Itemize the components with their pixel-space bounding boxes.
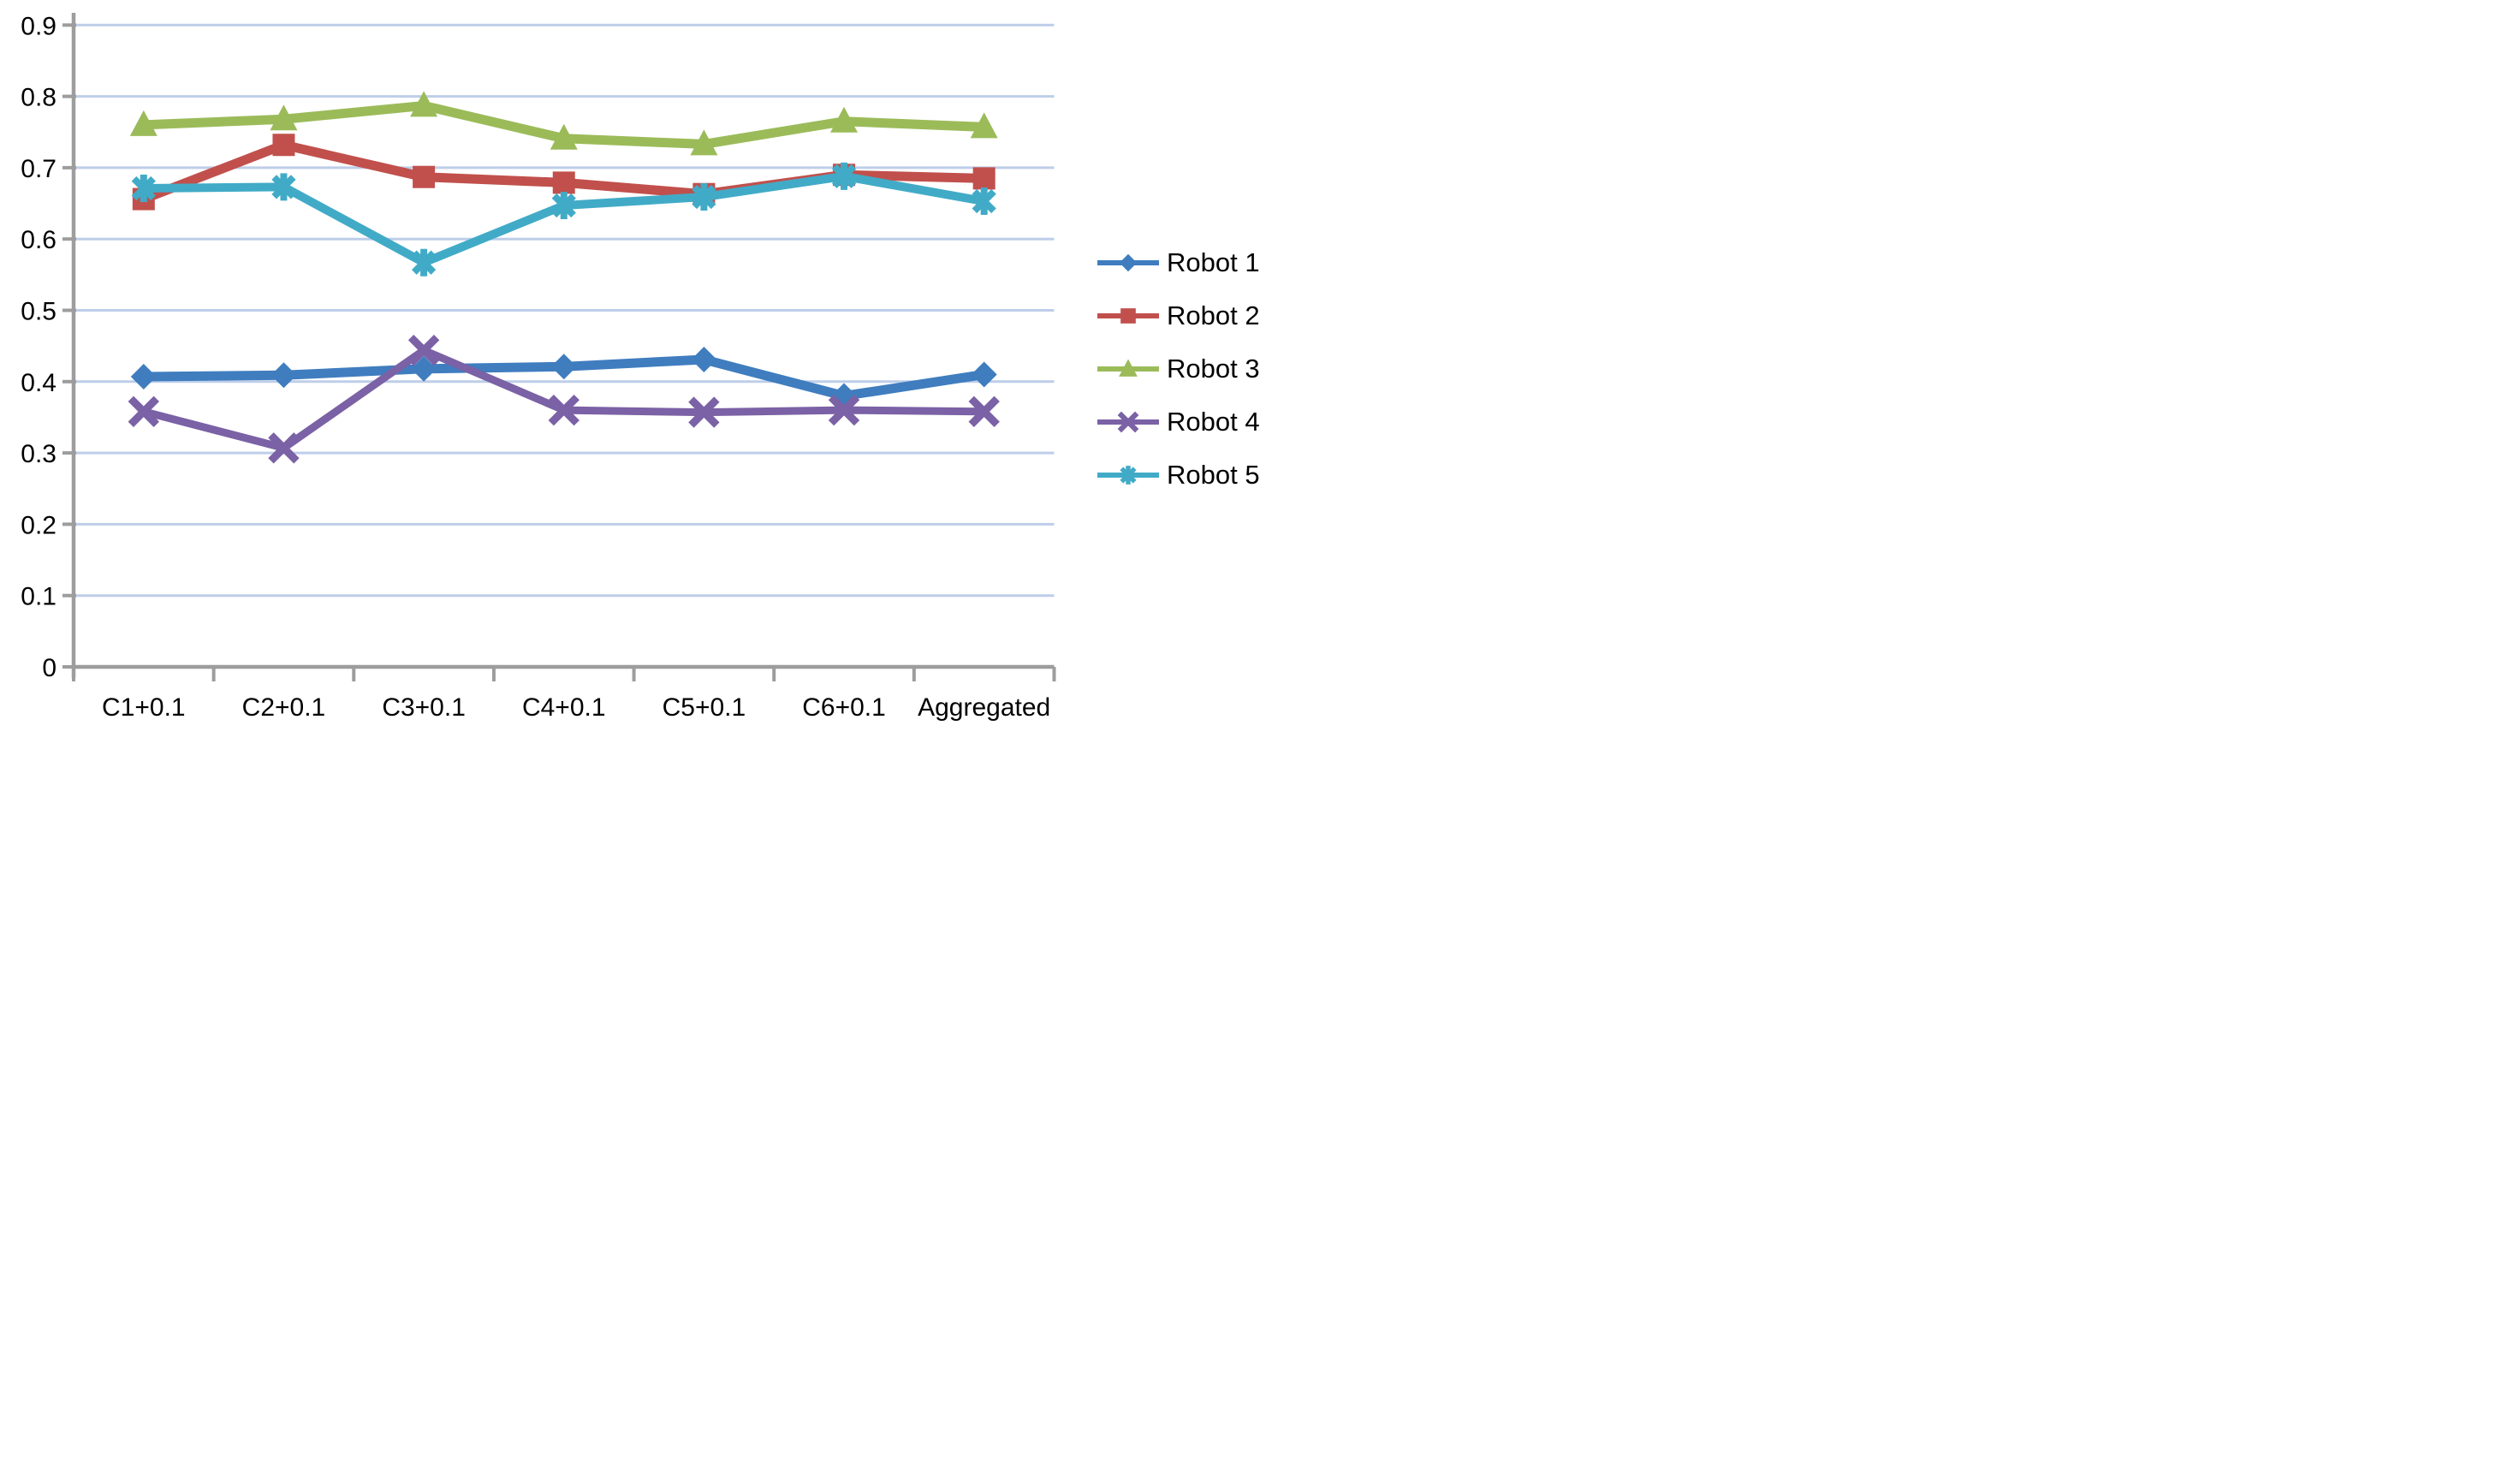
series-robot-1	[130, 346, 997, 409]
y-tick-label: 0.3	[21, 440, 56, 468]
marker-asterisk	[551, 193, 576, 218]
x-category-label: C2+0.1	[242, 693, 326, 722]
axes	[62, 13, 1056, 681]
marker-square	[413, 165, 436, 188]
y-tick-label: 0.8	[21, 84, 56, 112]
marker-x	[968, 395, 1000, 427]
chart-figure: 0 0.1 0.2 0.3 0.4 0.5 0.6 0.7 0.8 0.9 C1+0.1 C2+0.1…	[0, 0, 1260, 732]
marker-asterisk	[692, 184, 716, 210]
y-tick-label: 0.7	[21, 155, 56, 183]
y-tick-labels: 0 0.1 0.2 0.3 0.4 0.5 0.6 0.7 0.8 0.9	[21, 12, 56, 682]
marker-square	[272, 134, 295, 157]
x-category-label: C4+0.1	[522, 693, 606, 722]
marker-triangle	[270, 104, 298, 131]
marker-diamond	[270, 362, 297, 389]
marker-square	[552, 171, 575, 194]
y-tick-label: 0.5	[21, 298, 56, 326]
marker-triangle	[129, 110, 158, 136]
marker-diamond	[971, 361, 997, 388]
marker-asterisk	[831, 164, 857, 189]
marker-x	[548, 394, 579, 426]
marker-triangle	[410, 91, 438, 117]
y-tick-label: 0.6	[21, 226, 56, 254]
x-category-label: C5+0.1	[663, 693, 746, 722]
marker-x	[407, 334, 440, 366]
marker-diamond	[130, 363, 157, 390]
y-tick-label: 0.4	[21, 369, 56, 397]
y-tick-label: 0	[42, 654, 56, 682]
marker-triangle	[830, 106, 859, 133]
marker-diamond	[691, 346, 717, 372]
marker-triangle	[970, 112, 998, 139]
marker-square	[972, 167, 996, 190]
marker-x	[268, 432, 300, 464]
marker-triangle	[550, 123, 578, 150]
x-category-label: Aggregated	[918, 693, 1050, 722]
x-category-label: C1+0.1	[102, 693, 186, 722]
y-tick-label: 0.9	[21, 12, 56, 40]
marker-x	[128, 395, 160, 427]
line-chart: 0 0.1 0.2 0.3 0.4 0.5 0.6 0.7 0.8 0.9 C1+0.1 C2+0.1…	[21, 12, 1056, 722]
marker-asterisk	[972, 188, 996, 214]
marker-asterisk	[131, 175, 156, 201]
x-category-label: C3+0.1	[382, 693, 466, 722]
marker-asterisk	[271, 175, 296, 199]
series-robot-5	[131, 162, 996, 277]
marker-asterisk	[411, 250, 437, 275]
x-category-label: C6+0.1	[802, 693, 886, 722]
x-category-labels: C1+0.1 C2+0.1 C3+0.1 C4+0.1 C5+0.1 C6+0.1 Aggr…	[102, 693, 1050, 722]
y-tick-label: 0.1	[21, 583, 56, 611]
marker-triangle	[690, 129, 718, 156]
marker-diamond	[411, 355, 437, 382]
series-robot-4	[128, 334, 1000, 464]
marker-x	[688, 396, 720, 428]
y-tick-label: 0.2	[21, 511, 56, 539]
gridlines	[74, 23, 1055, 598]
series-robot-3	[129, 91, 998, 156]
marker-diamond	[550, 354, 577, 380]
marker-x	[828, 394, 860, 426]
